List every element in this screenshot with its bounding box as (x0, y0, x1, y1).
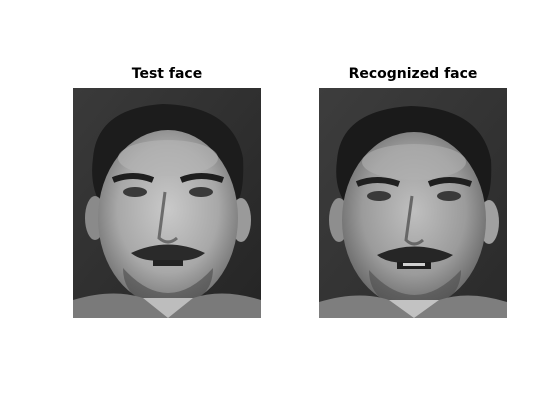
test-face-title: Test face (131, 66, 203, 82)
recognized-face-panel: Recognized face (319, 66, 507, 318)
test-face-panel: Test face (73, 66, 261, 318)
recognized-face-image (319, 88, 507, 318)
recognized-face-title: Recognized face (348, 66, 478, 82)
test-face-image (73, 88, 261, 318)
